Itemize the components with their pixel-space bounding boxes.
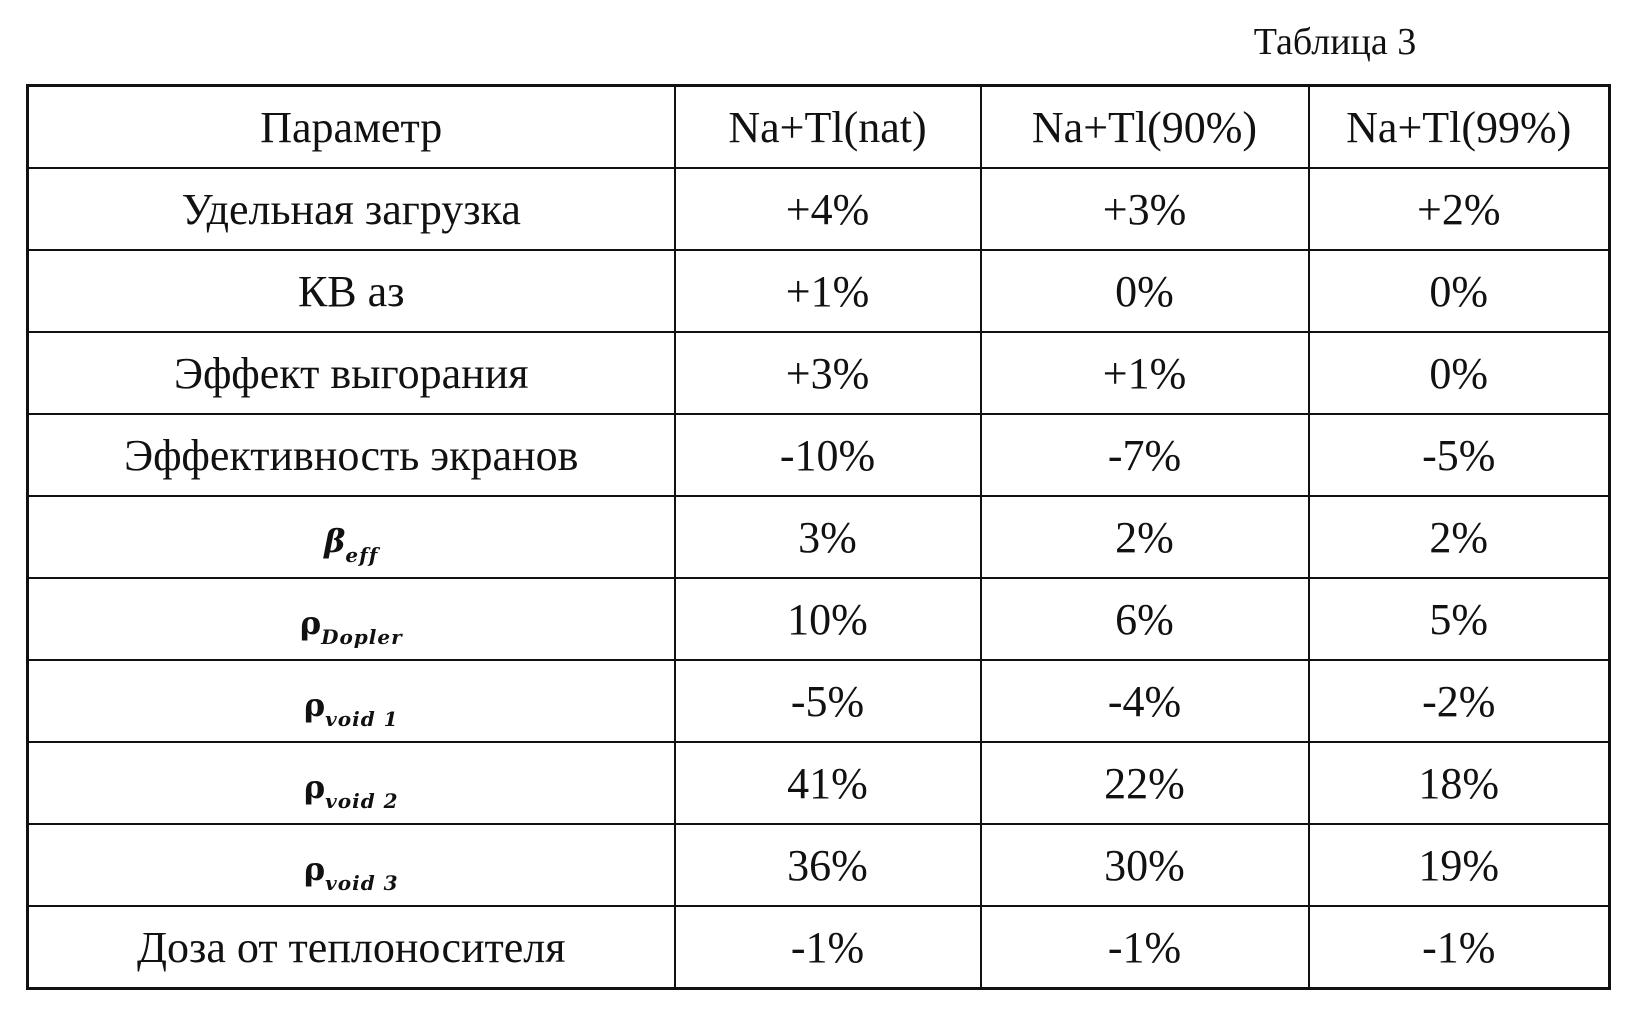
row-label-symbol: ρvoid 2 [28,742,675,824]
cell-value: 0% [1309,332,1610,414]
cell-value: 18% [1309,742,1610,824]
row-label: Удельная загрузка [28,168,675,250]
table-row: ρvoid 2 41% 22% 18% [28,742,1610,824]
row-label: КВ аз [28,250,675,332]
header-na-tl-99: Na+Tl(99%) [1309,86,1610,169]
cell-value: 22% [981,742,1309,824]
cell-value: 3% [675,496,981,578]
table-row: ρvoid 1 -5% -4% -2% [28,660,1610,742]
cell-value: +1% [675,250,981,332]
cell-value: 0% [1309,250,1610,332]
row-label: Эффективность экранов [28,414,675,496]
cell-value: -10% [675,414,981,496]
header-na-tl-nat: Na+Tl(nat) [675,86,981,169]
row-label: Эффект выгорания [28,332,675,414]
table-row: Эффект выгорания +3% +1% 0% [28,332,1610,414]
table-row: ρDopler 10% 6% 5% [28,578,1610,660]
cell-value: +3% [981,168,1309,250]
row-label-symbol: ρvoid 3 [28,824,675,906]
table-row: Удельная загрузка +4% +3% +2% [28,168,1610,250]
row-label-symbol: ρvoid 1 [28,660,675,742]
table-row: Доза от теплоносителя -1% -1% -1% [28,906,1610,989]
cell-value: 10% [675,578,981,660]
table-row: βeff 3% 2% 2% [28,496,1610,578]
cell-value: -5% [1309,414,1610,496]
rho-void-3-symbol: ρvoid 3 [304,850,399,888]
rho-void-1-symbol: ρvoid 1 [304,686,399,724]
cell-value: 6% [981,578,1309,660]
cell-value: 19% [1309,824,1610,906]
cell-value: +4% [675,168,981,250]
cell-value: 5% [1309,578,1610,660]
cell-value: -1% [675,906,981,989]
cell-value: -1% [1309,906,1610,989]
header-parameter: Параметр [28,86,675,169]
cell-value: 36% [675,824,981,906]
cell-value: 2% [981,496,1309,578]
cell-value: -7% [981,414,1309,496]
cell-value: +1% [981,332,1309,414]
rho-dopler-symbol: ρDopler [300,604,403,642]
row-label-symbol: βeff [28,496,675,578]
data-table: Параметр Na+Tl(nat) Na+Tl(90%) Na+Tl(99%… [26,84,1611,990]
cell-value: +2% [1309,168,1610,250]
cell-value: -4% [981,660,1309,742]
cell-value: 2% [1309,496,1610,578]
cell-value: -2% [1309,660,1610,742]
row-label-symbol: ρDopler [28,578,675,660]
table-row: Эффективность экранов -10% -7% -5% [28,414,1610,496]
row-label: Доза от теплоносителя [28,906,675,989]
cell-value: +3% [675,332,981,414]
header-na-tl-90: Na+Tl(90%) [981,86,1309,169]
table-header-row: Параметр Na+Tl(nat) Na+Tl(90%) Na+Tl(99%… [28,86,1610,169]
cell-value: 0% [981,250,1309,332]
beta-eff-symbol: βeff [324,522,378,560]
cell-value: -5% [675,660,981,742]
table-row: ρvoid 3 36% 30% 19% [28,824,1610,906]
cell-value: 30% [981,824,1309,906]
table-caption: Таблица 3 [1180,14,1490,70]
cell-value: 41% [675,742,981,824]
table-row: КВ аз +1% 0% 0% [28,250,1610,332]
rho-void-2-symbol: ρvoid 2 [304,768,399,806]
cell-value: -1% [981,906,1309,989]
